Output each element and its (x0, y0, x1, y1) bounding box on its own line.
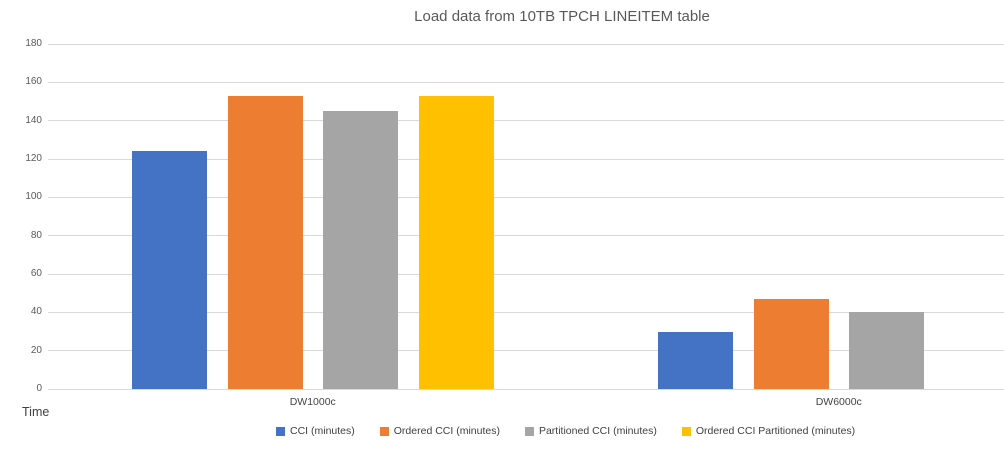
gridline-120 (48, 158, 1004, 160)
bar-dw1000c-series-1 (132, 151, 207, 389)
y-tick-label-40: 40 (30, 306, 42, 318)
y-tick-label-100: 100 (25, 191, 42, 203)
y-tick-label-160: 160 (25, 76, 42, 88)
y-tick-label-180: 180 (25, 38, 42, 49)
y-axis-title: Time (22, 405, 50, 419)
y-tick-label-80: 80 (30, 229, 42, 241)
chart-title: Load data from 10TB TPCH LINEITEM table (414, 8, 710, 25)
legend-swatch-icon (379, 426, 389, 436)
y-tick-label-0: 0 (36, 383, 42, 394)
gridline-180 (48, 43, 1004, 45)
legend: CCI (minutes) Ordered CCI (minutes) Partit… (276, 425, 855, 437)
gridline-80 (48, 235, 1004, 237)
y-tick-label-60: 60 (30, 268, 42, 279)
y-tick-label-120: 120 (25, 153, 42, 164)
legend-item-label: Ordered CCI Partitioned (minutes) (695, 425, 856, 437)
legend-swatch-icon (681, 426, 691, 436)
bar-dw6000c-series-2 (753, 298, 829, 389)
gridline-20 (48, 350, 1004, 352)
legend-item-3: Partitioned CCI (minutes) (524, 425, 657, 437)
legend-item-label: Ordered CCI (minutes) (393, 425, 500, 437)
y-tick-label-20: 20 (30, 344, 42, 356)
bar-dw6000c-series-3 (849, 312, 924, 389)
gridline-160 (48, 81, 1004, 83)
legend-item-1: CCI (minutes) (276, 425, 355, 437)
legend-item-2: Ordered CCI (minutes) (379, 425, 500, 437)
bar-dw6000c-series-1 (658, 331, 733, 389)
bar-dw1000c-series-3 (323, 111, 398, 389)
bar-dw1000c-series-4 (418, 95, 494, 389)
gridline-140 (48, 120, 1004, 122)
y-tick-label-140: 140 (25, 114, 42, 126)
category-label-dw1000c: DW1000c (289, 396, 336, 408)
gridline-100 (48, 196, 1004, 198)
gridline-40 (48, 311, 1004, 313)
legend-swatch-icon (524, 426, 534, 436)
gridline-60 (48, 273, 1004, 275)
bar-dw1000c-series-2 (227, 95, 303, 389)
category-label-dw6000c: DW6000c (815, 396, 862, 408)
legend-swatch-icon (276, 426, 285, 436)
gridline-0 (48, 388, 1004, 390)
legend-item-label: Partitioned CCI (minutes) (538, 425, 657, 437)
legend-item-label: CCI (minutes) (290, 425, 355, 437)
legend-item-4: Ordered CCI Partitioned (minutes) (681, 425, 856, 437)
